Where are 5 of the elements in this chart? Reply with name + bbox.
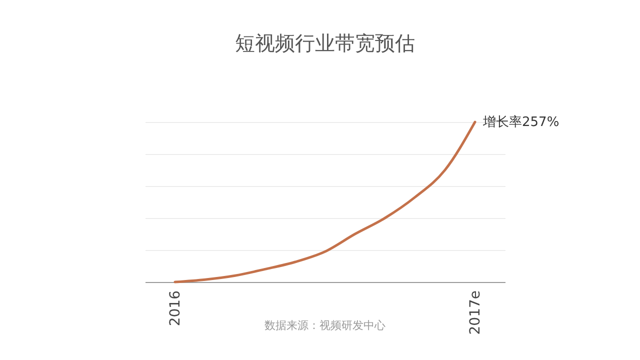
source-note: 数据来源：视频研发中心 — [264, 319, 386, 332]
annotation: 增长率257% — [482, 114, 560, 130]
x-tick-label: 2017e — [468, 290, 484, 335]
chart-title: 短视频行业带宽预估 — [235, 31, 415, 55]
x-tick-label: 2016 — [168, 290, 184, 326]
